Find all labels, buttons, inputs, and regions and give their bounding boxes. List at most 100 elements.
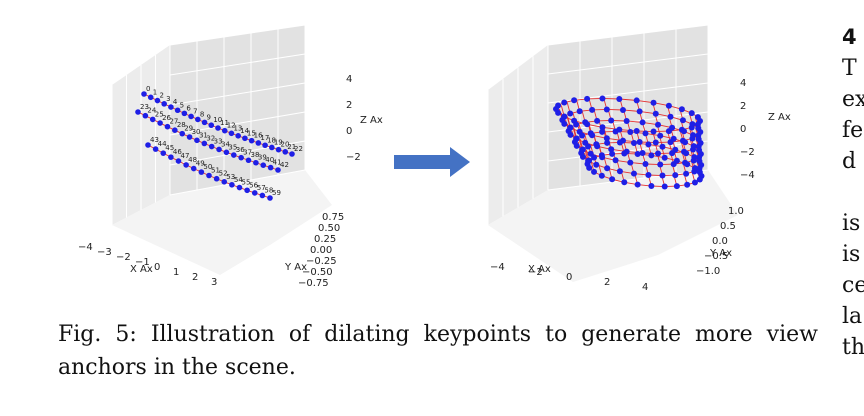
keypoint [586, 157, 593, 164]
y-tick-label: 0.0 [712, 236, 728, 247]
x-tick-label: 4 [642, 282, 648, 293]
keypoint [695, 125, 702, 132]
keypoint-label: 40 [265, 156, 274, 164]
keypoint [587, 130, 594, 137]
keypoint-label: 12 [227, 122, 236, 130]
keypoint-label: 21 [287, 143, 296, 151]
keypoint-label: 59 [272, 189, 281, 197]
keypoint [213, 175, 220, 182]
y-axis-label: Y Ax [284, 262, 307, 273]
y-tick-label: −0.50 [302, 267, 333, 278]
keypoint [599, 95, 606, 102]
keypoint [645, 141, 652, 148]
keypoint [147, 94, 154, 101]
keypoint [645, 172, 652, 179]
grid-line [169, 82, 306, 106]
y-tick-label: −1.0 [696, 266, 720, 277]
keypoint [673, 183, 680, 190]
keypoint [633, 128, 640, 135]
keypoint [627, 128, 634, 135]
keypoint [630, 139, 637, 146]
keypoint-label: 54 [234, 176, 243, 184]
keypoint-label: 32 [206, 134, 215, 142]
keypoint-label: 37 [243, 149, 252, 157]
keypoint [267, 195, 273, 201]
right-column-line: fe [842, 118, 864, 143]
keypoint [179, 130, 186, 137]
keypoint [248, 137, 255, 144]
keypoint [616, 95, 623, 102]
keypoint-label: 22 [294, 145, 303, 153]
keypoint [152, 146, 159, 152]
keypoint-label: 7 [193, 107, 197, 115]
x-tick-label: 3 [211, 277, 217, 288]
keypoint [667, 113, 674, 120]
keypoint-label: 45 [165, 144, 174, 152]
arrow-shape [394, 147, 470, 177]
grid-line [169, 53, 306, 76]
keypoint-label: 23 [140, 103, 149, 111]
keypoint [604, 139, 611, 146]
dense-keypoints-plot: −4 −2 0 2 4 1.0 0.5 0.0 −0.5 −1.0 4 2 0 −2 −4 X Ax Y… [487, 24, 791, 293]
keypoint-label: 10 [213, 116, 222, 124]
keypoint [636, 139, 643, 146]
z-tick-label: 0 [740, 124, 746, 135]
x-tick-label: −2 [528, 267, 543, 278]
keypoint [221, 127, 228, 134]
keypoint [683, 150, 690, 157]
grid-line [547, 53, 709, 75]
keypoint [593, 141, 600, 148]
right-column-text: 4 T ex fe d is is ce la th [842, 22, 864, 363]
keypoint-label: 56 [249, 181, 258, 189]
keypoint [673, 157, 680, 164]
keypoint-label: 27 [169, 118, 178, 126]
keypoint [630, 170, 637, 177]
keypoint-label: 20 [281, 141, 290, 149]
z-tick-label: 2 [346, 100, 352, 111]
x-tick-label: 0 [154, 262, 160, 273]
keypoint-label: 26 [162, 114, 171, 122]
keypoint [603, 106, 610, 113]
x-tick-label: 1 [173, 267, 179, 278]
keypoint-label: 42 [280, 161, 289, 169]
keypoint [135, 109, 141, 115]
keypoint-label: 52 [219, 170, 228, 178]
keypoint [655, 150, 662, 157]
keypoint [688, 110, 695, 117]
keypoint [201, 119, 208, 126]
keypoint [619, 106, 626, 113]
keypoint [260, 162, 267, 168]
keypoint [642, 161, 649, 168]
keypoint [609, 176, 616, 183]
grid-line [547, 169, 709, 191]
keypoint [682, 139, 689, 146]
keypoint-label: 51 [211, 167, 220, 175]
axes-panes [111, 24, 332, 275]
keypoint-label: 3 [166, 95, 170, 103]
keypoint [223, 149, 230, 156]
keypoint [221, 179, 228, 185]
keypoint-label: 16 [254, 132, 263, 140]
keypoint-label: 6 [186, 104, 191, 112]
keypoint-label: 35 [228, 143, 237, 151]
right-column-line: th [842, 335, 864, 360]
keypoint-label: 17 [260, 134, 269, 142]
keypoint [665, 102, 672, 109]
keypoint [636, 108, 643, 115]
keypoint [661, 154, 668, 161]
keypoint [670, 135, 677, 142]
keypoint [238, 154, 244, 161]
keypoint [236, 184, 243, 191]
keypoint [657, 132, 664, 139]
keypoint [571, 97, 578, 104]
keypoint [161, 101, 167, 107]
keypoint [174, 107, 181, 114]
keypoint [678, 106, 685, 113]
keypoint [634, 181, 641, 188]
keypoint [160, 150, 167, 156]
keypoint [681, 128, 688, 135]
keypoint [679, 117, 686, 124]
x-tick-label: 0 [566, 272, 572, 283]
sparse-keypoints-plot: 0 1 2 3 4 5 6 7 8 9 101112131415161718192021222324… [78, 24, 383, 289]
keypoint-label: 19 [274, 138, 283, 146]
